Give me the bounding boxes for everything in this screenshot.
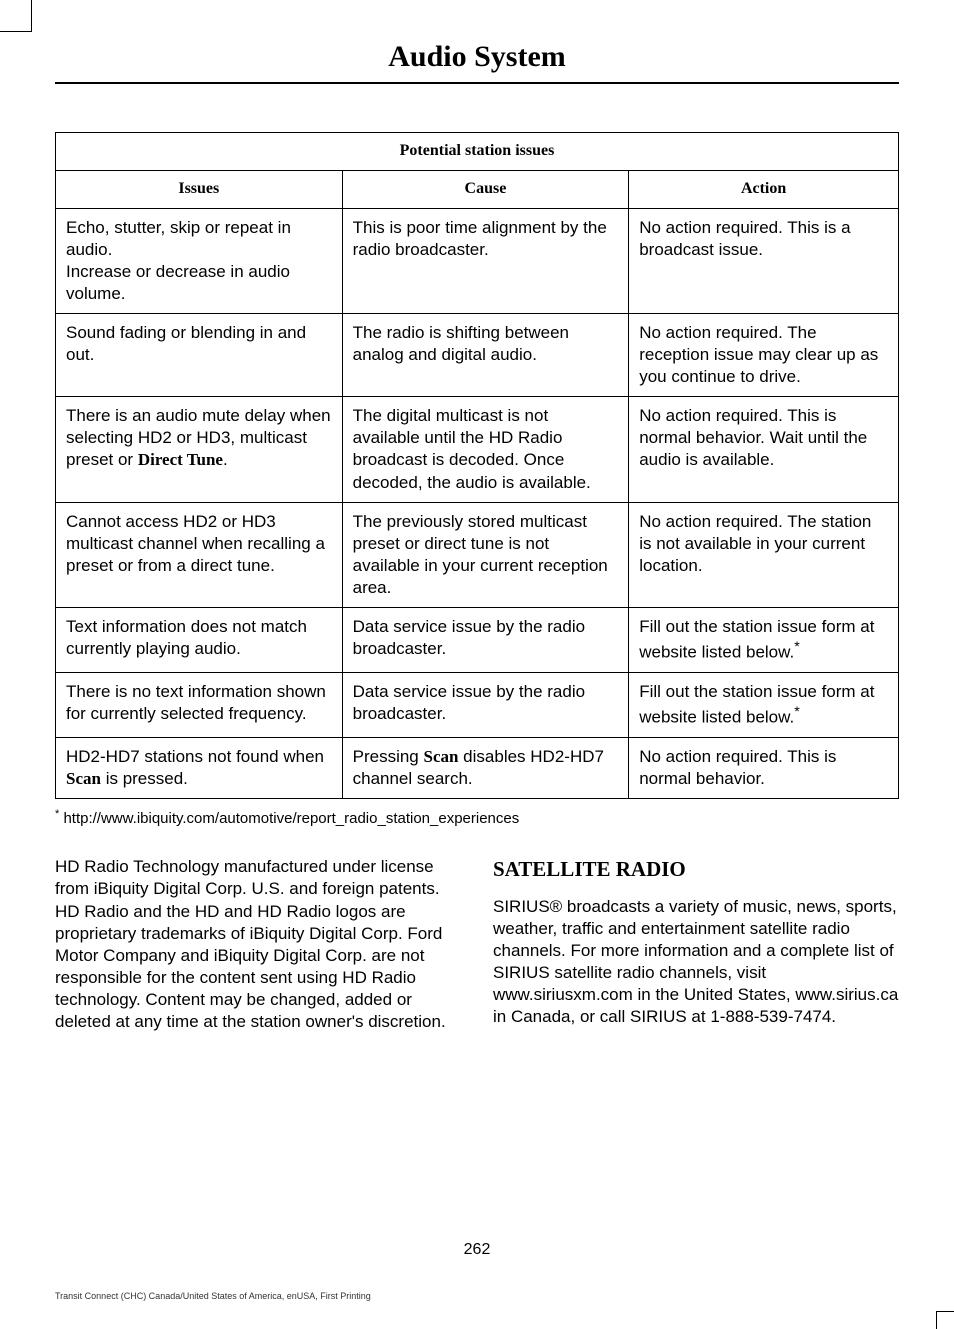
left-paragraph: HD Radio Technology manufactured under l… xyxy=(55,856,461,1033)
table-row: Text information does not match currentl… xyxy=(56,608,899,673)
cell-issues: HD2-HD7 stations not found when Scan is … xyxy=(56,737,343,798)
right-column: SATELLITE RADIO SIRIUS® broadcasts a var… xyxy=(493,856,899,1033)
table-row: There is no text information shown for c… xyxy=(56,672,899,737)
crop-mark-top-left xyxy=(0,0,32,32)
cell-issues: There is an audio mute delay when select… xyxy=(56,397,343,502)
left-column: HD Radio Technology manufactured under l… xyxy=(55,856,461,1033)
crop-mark-bottom-right xyxy=(936,1311,954,1329)
cell-action: Fill out the station issue form at websi… xyxy=(629,672,899,737)
footnote: * http://www.ibiquity.com/automotive/rep… xyxy=(55,807,899,829)
th-issues: Issues xyxy=(56,170,343,208)
table-body: Echo, stutter, skip or repeat in audio.I… xyxy=(56,208,899,798)
footnote-url: http://www.ibiquity.com/automotive/repor… xyxy=(63,810,519,827)
cell-issues: Sound fading or blending in and out. xyxy=(56,313,343,396)
cell-issues: There is no text information shown for c… xyxy=(56,672,343,737)
cell-cause: The radio is shifting between analog and… xyxy=(342,313,629,396)
title-rule xyxy=(55,82,899,84)
table-row: Cannot access HD2 or HD3 multicast chann… xyxy=(56,502,899,607)
th-action: Action xyxy=(629,170,899,208)
cell-action: No action required. The station is not a… xyxy=(629,502,899,607)
table-row: There is an audio mute delay when select… xyxy=(56,397,899,502)
cell-action: No action required. This is a broadcast … xyxy=(629,208,899,313)
table-caption: Potential station issues xyxy=(56,133,899,171)
table-row: HD2-HD7 stations not found when Scan is … xyxy=(56,737,899,798)
table-row: Echo, stutter, skip or repeat in audio.I… xyxy=(56,208,899,313)
cell-cause: Data service issue by the radio broadcas… xyxy=(342,672,629,737)
satellite-radio-heading: SATELLITE RADIO xyxy=(493,856,899,883)
cell-cause: Data service issue by the radio broadcas… xyxy=(342,608,629,673)
issues-table: Potential station issues Issues Cause Ac… xyxy=(55,132,899,799)
cell-action: No action required. This is normal behav… xyxy=(629,397,899,502)
right-paragraph: SIRIUS® broadcasts a variety of music, n… xyxy=(493,896,899,1029)
page-title: Audio System xyxy=(55,40,899,74)
cell-cause: This is poor time alignment by the radio… xyxy=(342,208,629,313)
cell-cause: Pressing Scan disables HD2-HD7 channel s… xyxy=(342,737,629,798)
cell-action: No action required. The reception issue … xyxy=(629,313,899,396)
th-cause: Cause xyxy=(342,170,629,208)
table-row: Sound fading or blending in and out.The … xyxy=(56,313,899,396)
cell-issues: Echo, stutter, skip or repeat in audio.I… xyxy=(56,208,343,313)
footer-text: Transit Connect (CHC) Canada/United Stat… xyxy=(55,1291,371,1301)
cell-action: No action required. This is normal behav… xyxy=(629,737,899,798)
cell-issues: Text information does not match currentl… xyxy=(56,608,343,673)
two-column-body: HD Radio Technology manufactured under l… xyxy=(55,856,899,1033)
cell-cause: The digital multicast is not available u… xyxy=(342,397,629,502)
page-number: 262 xyxy=(0,1241,954,1259)
cell-cause: The previously stored multicast preset o… xyxy=(342,502,629,607)
cell-issues: Cannot access HD2 or HD3 multicast chann… xyxy=(56,502,343,607)
cell-action: Fill out the station issue form at websi… xyxy=(629,608,899,673)
